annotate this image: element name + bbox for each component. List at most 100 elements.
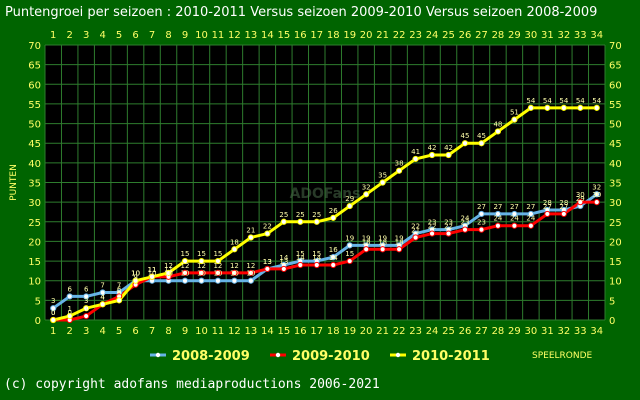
data-label: 12	[213, 262, 222, 270]
data-label: 10	[213, 270, 222, 278]
data-label: 18	[395, 238, 404, 246]
y-tick-label-left: 60	[28, 80, 41, 91]
data-point	[181, 269, 189, 276]
legend-marker	[155, 352, 161, 358]
data-label: 14	[279, 254, 288, 262]
x-tick-label-top: 23	[409, 30, 422, 41]
data-label: 22	[428, 223, 437, 231]
y-tick-label-right: 65	[609, 61, 622, 72]
data-label: 12	[164, 262, 173, 270]
data-label: 41	[411, 148, 420, 156]
y-tick-label-left: 0	[35, 316, 41, 327]
data-label: 12	[246, 262, 255, 270]
data-label: 24	[526, 215, 535, 223]
data-point	[363, 246, 370, 253]
legend-marker	[275, 352, 281, 358]
data-label: 5	[117, 289, 121, 297]
data-label: 12	[181, 262, 190, 270]
x-tick-label-top: 22	[393, 30, 406, 41]
x-tick-label-bottom: 15	[277, 326, 290, 337]
x-tick-label-bottom: 9	[182, 326, 188, 337]
x-tick-label-top: 28	[492, 30, 505, 41]
data-label: 0	[51, 309, 55, 317]
data-label: 11	[164, 266, 173, 274]
data-point	[346, 242, 353, 249]
data-label: 15	[312, 250, 321, 258]
y-tick-label-right: 15	[609, 257, 622, 268]
data-label: 10	[197, 270, 206, 278]
data-label: 23	[477, 219, 486, 227]
x-tick-label-bottom: 3	[83, 326, 89, 337]
data-point	[379, 179, 386, 186]
watermark-logo: ADOFans	[290, 186, 361, 202]
data-point	[330, 261, 337, 269]
series-line-2010-2011	[52, 106, 597, 322]
data-label: 15	[296, 250, 305, 258]
data-label: 45	[477, 132, 486, 140]
x-tick-label-top: 31	[541, 30, 554, 41]
data-point	[478, 226, 485, 233]
x-tick-label-top: 9	[182, 30, 188, 41]
data-point	[494, 128, 502, 135]
x-tick-label-bottom: 19	[343, 326, 356, 337]
data-point	[198, 269, 205, 276]
x-tick-label-bottom: 18	[327, 326, 340, 337]
y-tick-label-right: 0	[609, 316, 615, 327]
data-point	[527, 210, 534, 218]
data-label: 6	[67, 285, 72, 293]
data-label: 0	[51, 309, 55, 317]
data-label: 11	[148, 266, 157, 274]
data-label: 27	[559, 203, 568, 211]
series-lines	[52, 106, 598, 322]
data-label: 10	[164, 270, 173, 278]
x-tick-label-top: 30	[525, 30, 538, 41]
x-tick-label-top: 13	[245, 30, 258, 41]
data-label: 6	[117, 285, 122, 293]
x-tick-label-bottom: 26	[459, 326, 472, 337]
data-point	[99, 289, 106, 296]
y-tick-label-right: 60	[609, 80, 622, 91]
x-tick-label-top: 12	[228, 30, 241, 41]
data-label: 27	[477, 203, 486, 211]
data-point	[181, 257, 189, 265]
data-label: 10	[181, 270, 190, 278]
data-label: 25	[279, 211, 288, 219]
legend-label: 2010-2011	[412, 349, 490, 364]
data-point	[593, 191, 600, 198]
data-point	[66, 293, 73, 300]
series-points	[50, 104, 600, 324]
data-label: 27	[510, 203, 519, 211]
x-tick-label-bottom: 22	[393, 326, 406, 337]
x-tick-label-top: 2	[67, 30, 73, 41]
data-label: 18	[362, 238, 371, 246]
data-label: 54	[592, 97, 601, 105]
data-point	[264, 265, 271, 273]
data-label: 21	[246, 227, 255, 235]
y-tick-label-left: 65	[28, 61, 41, 72]
data-label: 14	[296, 254, 305, 262]
data-point	[544, 210, 551, 218]
data-point	[511, 222, 518, 229]
data-label: 29	[576, 195, 585, 203]
data-label: 29	[345, 195, 354, 203]
x-tick-label-top: 24	[426, 30, 439, 41]
x-tick-label-top: 34	[590, 30, 603, 41]
data-label: 54	[543, 97, 552, 105]
y-tick-label-right: 45	[609, 139, 622, 150]
x-tick-label-top: 21	[376, 30, 389, 41]
x-tick-label-top: 27	[475, 30, 488, 41]
y-tick-label-left: 30	[28, 198, 41, 209]
data-point	[165, 269, 172, 276]
data-label: 42	[444, 144, 453, 152]
data-label: 24	[461, 215, 470, 223]
data-point	[428, 151, 436, 159]
x-tick-label-top: 17	[310, 30, 323, 41]
data-label: 25	[312, 211, 321, 219]
x-tick-label-bottom: 10	[195, 326, 208, 337]
x-tick-label-top: 3	[83, 30, 89, 41]
data-label: 19	[378, 234, 387, 242]
data-point	[297, 218, 304, 225]
x-tick-label-bottom: 14	[261, 326, 274, 337]
x-tick-label-bottom: 21	[376, 326, 389, 337]
